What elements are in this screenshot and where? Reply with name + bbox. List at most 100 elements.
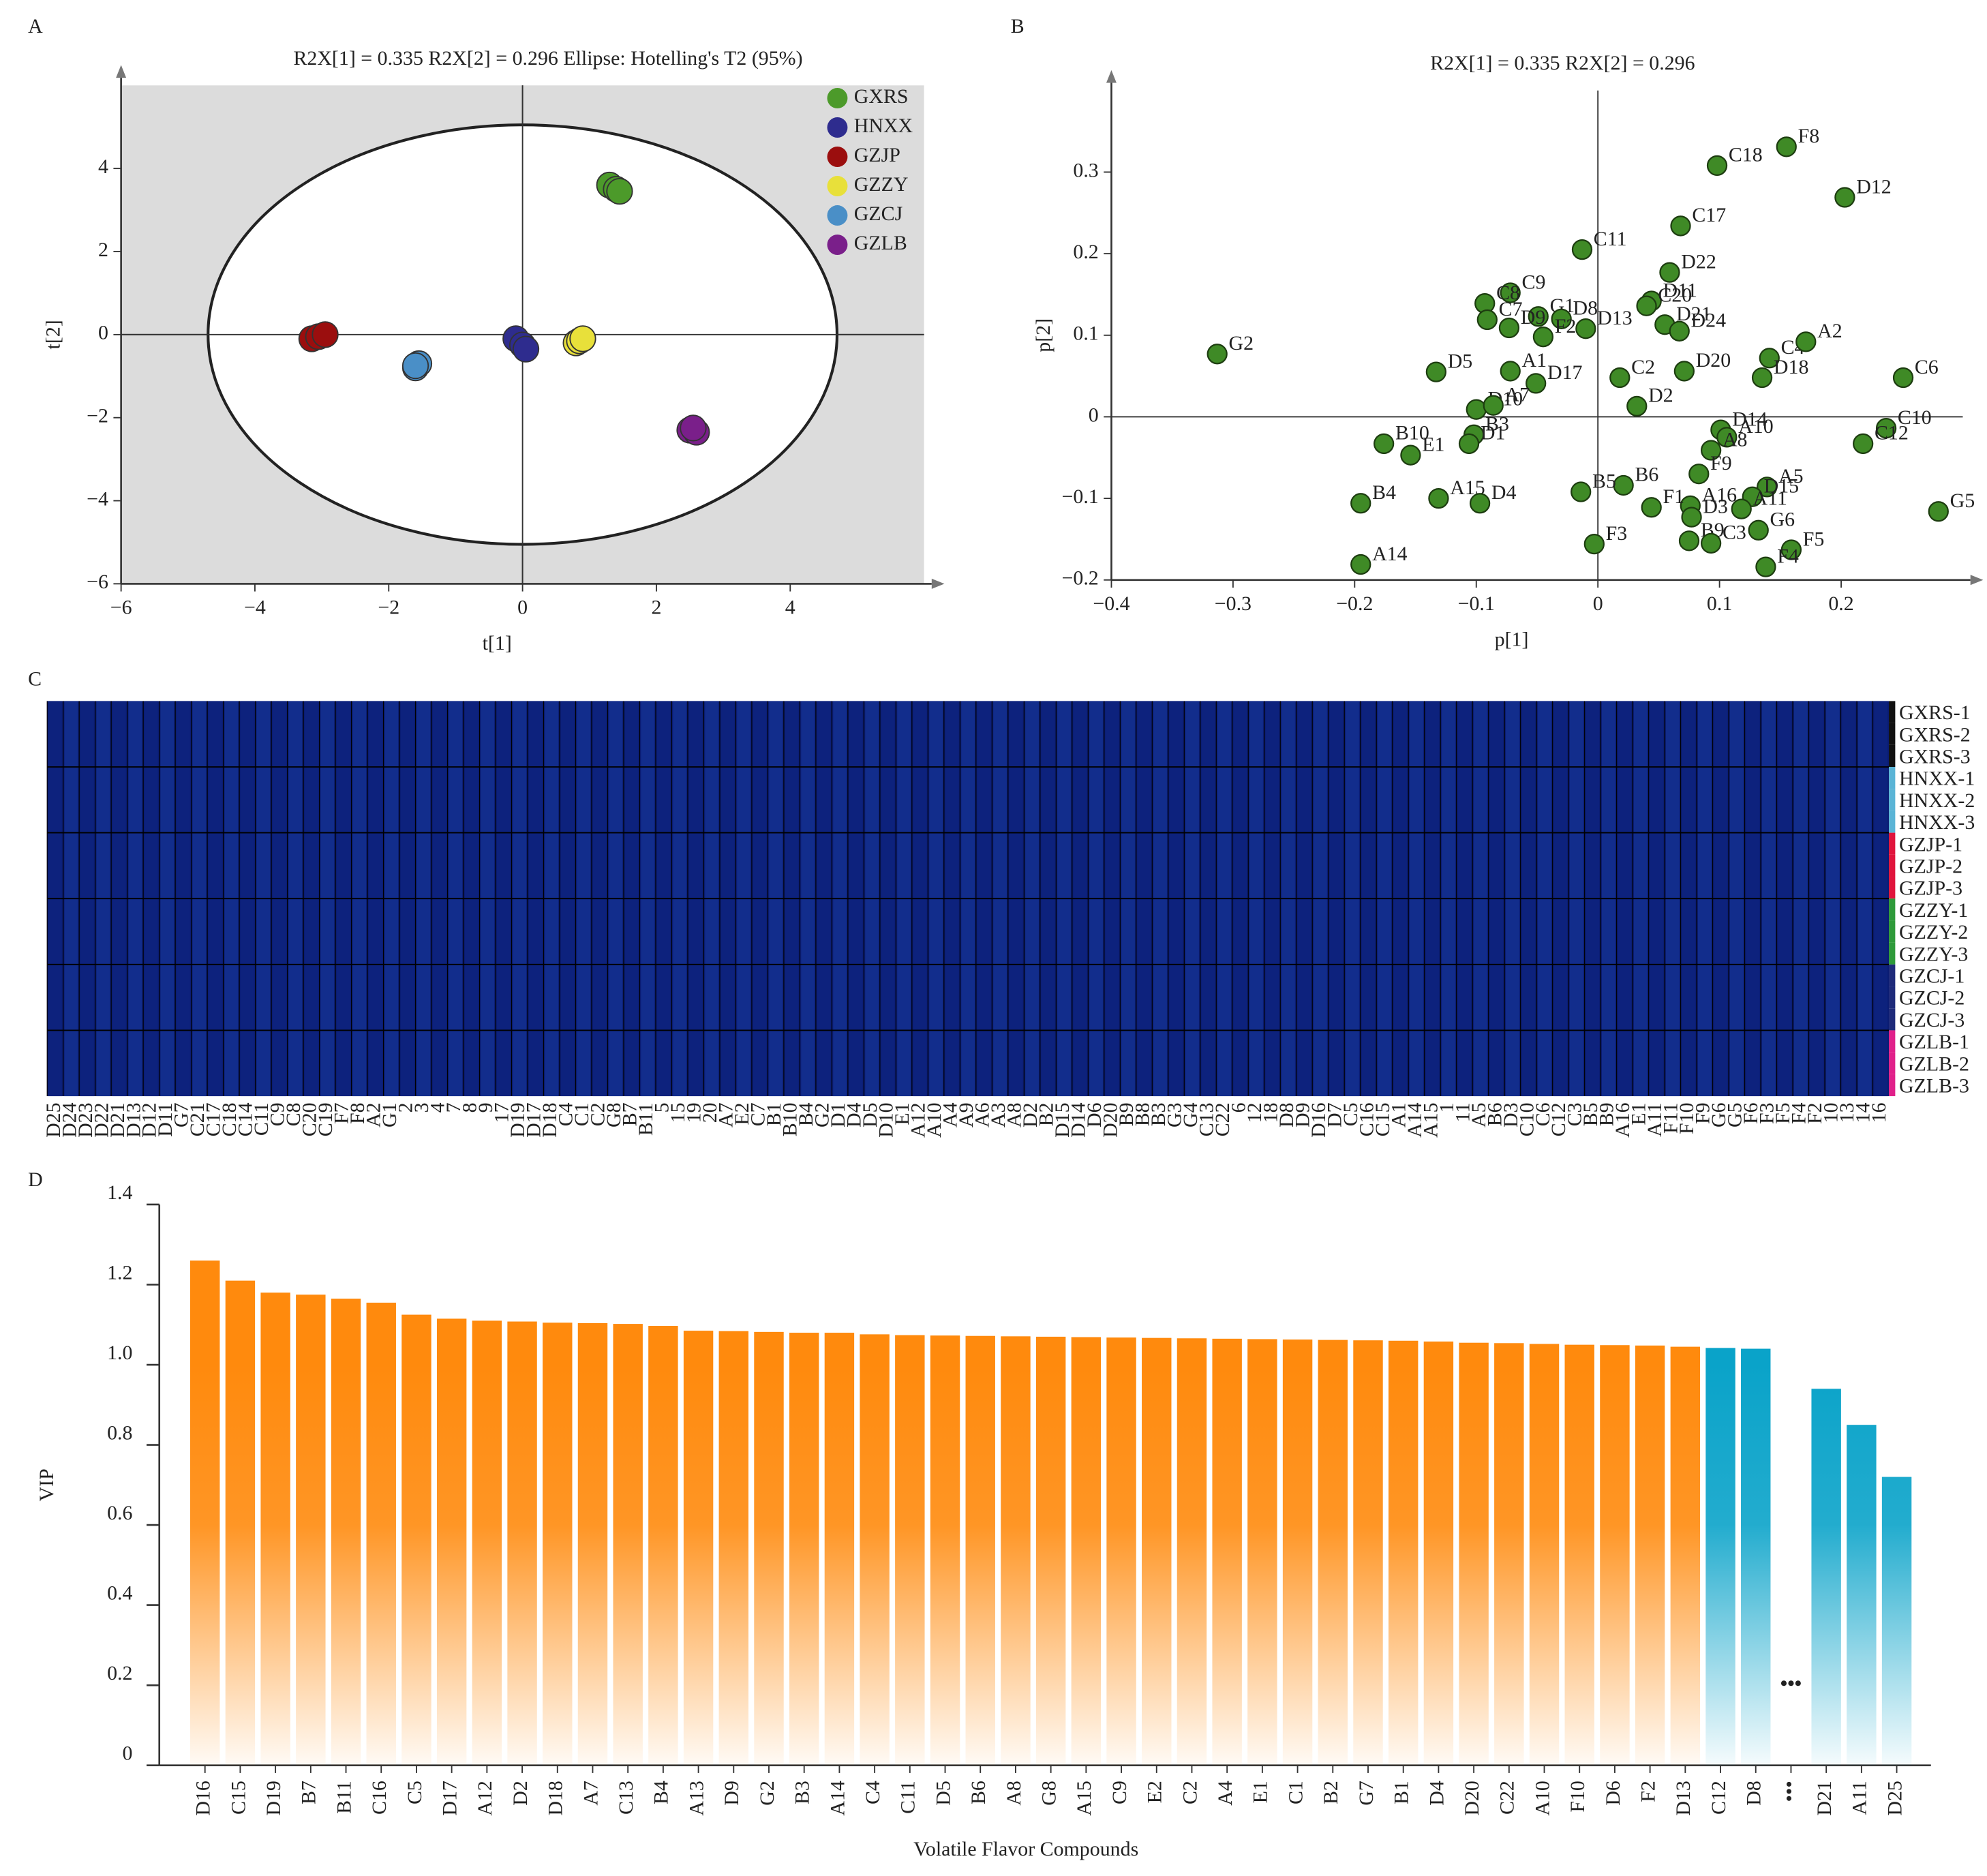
column-label: D18	[539, 1102, 561, 1138]
point-label: D20	[1696, 349, 1731, 372]
column-label: B1	[763, 1102, 785, 1126]
point-label: D13	[1597, 307, 1633, 329]
column-label: B5	[1579, 1102, 1602, 1126]
column-label: A7	[715, 1102, 738, 1128]
column-label: G4	[1179, 1102, 1202, 1128]
loading-point	[1476, 309, 1498, 331]
panel-label: B	[1011, 15, 1025, 37]
column-label: G1	[378, 1102, 401, 1128]
column-label: C6	[1532, 1102, 1554, 1126]
legend-label: GZZY	[854, 173, 909, 196]
column-label: 5	[651, 1102, 673, 1113]
legend-label: GZLB	[854, 232, 907, 254]
point-label: C10	[1898, 406, 1932, 429]
y-tick-label: 1.0	[107, 1342, 132, 1364]
x-tick-label: D8	[1743, 1781, 1765, 1806]
group-bar	[1889, 723, 1896, 745]
column-label: D19	[506, 1102, 529, 1138]
bar	[401, 1314, 431, 1766]
column-label: 1	[1436, 1102, 1458, 1113]
point-label: B3	[1485, 413, 1509, 436]
row-label: GXRS-2	[1899, 723, 1971, 746]
loading-point	[1673, 361, 1695, 382]
group-bar	[1889, 964, 1896, 987]
loading-point	[1500, 282, 1521, 303]
x-tick-label: E2	[1144, 1781, 1166, 1803]
column-label: 6	[1227, 1102, 1249, 1113]
x-tick-label: D9	[721, 1781, 743, 1806]
row-label: GZLB-3	[1899, 1075, 1969, 1098]
column-label: D3	[1500, 1102, 1522, 1128]
loading-point	[1571, 481, 1592, 502]
loading-point	[1350, 554, 1371, 575]
column-label: G6	[1708, 1102, 1730, 1128]
column-label: A10	[923, 1102, 945, 1138]
bar	[1247, 1339, 1277, 1766]
x-tick-label: A7	[579, 1781, 602, 1806]
y-tick-label: −0.1	[1062, 485, 1099, 508]
loading-point	[1928, 501, 1949, 522]
bar	[1529, 1344, 1560, 1766]
column-label: D15	[1051, 1102, 1074, 1138]
loading-point	[1483, 395, 1504, 416]
group-bar	[1889, 1008, 1896, 1031]
x-tick-label: 2	[651, 596, 661, 619]
x-tick-label: D17	[439, 1781, 461, 1816]
y-tick-label: 0	[98, 322, 108, 344]
x-axis-label: Volatile Flavor Compounds	[913, 1838, 1138, 1860]
column-label: B7	[619, 1102, 641, 1126]
bar	[1353, 1340, 1383, 1766]
bar	[1388, 1340, 1419, 1766]
column-label: 19	[683, 1102, 706, 1123]
bar	[930, 1335, 960, 1766]
loading-point	[1748, 519, 1769, 541]
column-label: 2	[395, 1102, 417, 1113]
x-tick-label: D2	[509, 1781, 532, 1806]
point-label: A16	[1702, 484, 1738, 506]
row-label: GZCJ-3	[1899, 1009, 1965, 1031]
loading-point	[1400, 444, 1421, 466]
bar	[436, 1318, 467, 1766]
row-label: GZCJ-1	[1899, 965, 1965, 988]
point-label: D2	[1648, 384, 1673, 407]
x-tick-label: A11	[1849, 1781, 1871, 1815]
point-label: C17	[1692, 204, 1726, 226]
point-label: F2	[1555, 315, 1577, 337]
y-tick-label: 0.3	[1073, 159, 1098, 181]
column-label: G5	[1724, 1102, 1746, 1128]
y-axis-arrow	[1106, 70, 1117, 83]
row-label: GZLB-2	[1899, 1053, 1969, 1075]
x-tick-label: G8	[1037, 1781, 1060, 1806]
point-label: D14	[1732, 408, 1768, 430]
loading-point	[1636, 295, 1657, 316]
point-label: C20	[1658, 284, 1692, 306]
column-label: B3	[1147, 1102, 1170, 1126]
group-bar	[1889, 854, 1896, 877]
column-label: C9	[267, 1102, 289, 1126]
x-tick-label: C1	[1284, 1781, 1307, 1804]
column-label: A11	[1643, 1102, 1666, 1136]
point-label: D11	[1663, 279, 1697, 301]
x-tick-label: C11	[897, 1781, 920, 1814]
bar	[331, 1299, 361, 1766]
bar	[754, 1331, 784, 1766]
y-tick-label: −2	[87, 405, 108, 427]
column-label: D6	[1083, 1102, 1106, 1128]
point-label: D17	[1547, 361, 1583, 384]
y-tick-label: 1.4	[107, 1181, 132, 1204]
x-tick-label: 4	[785, 596, 795, 619]
column-label: A3	[987, 1102, 1010, 1128]
legend-swatch	[827, 176, 848, 196]
column-label: B11	[635, 1102, 657, 1136]
column-label: 17	[491, 1102, 513, 1123]
x-tick-label: 0.2	[1828, 592, 1853, 615]
y-tick-label: 0.6	[107, 1502, 132, 1524]
bar	[1212, 1338, 1242, 1766]
loading-point	[1716, 427, 1738, 448]
bar	[1423, 1341, 1454, 1766]
row-label: GZLB-1	[1899, 1031, 1969, 1053]
y-tick-label: −6	[87, 571, 108, 593]
column-label: 9	[474, 1102, 497, 1113]
x-tick-label: −0.2	[1336, 592, 1373, 615]
y-axis-arrow	[116, 65, 127, 78]
